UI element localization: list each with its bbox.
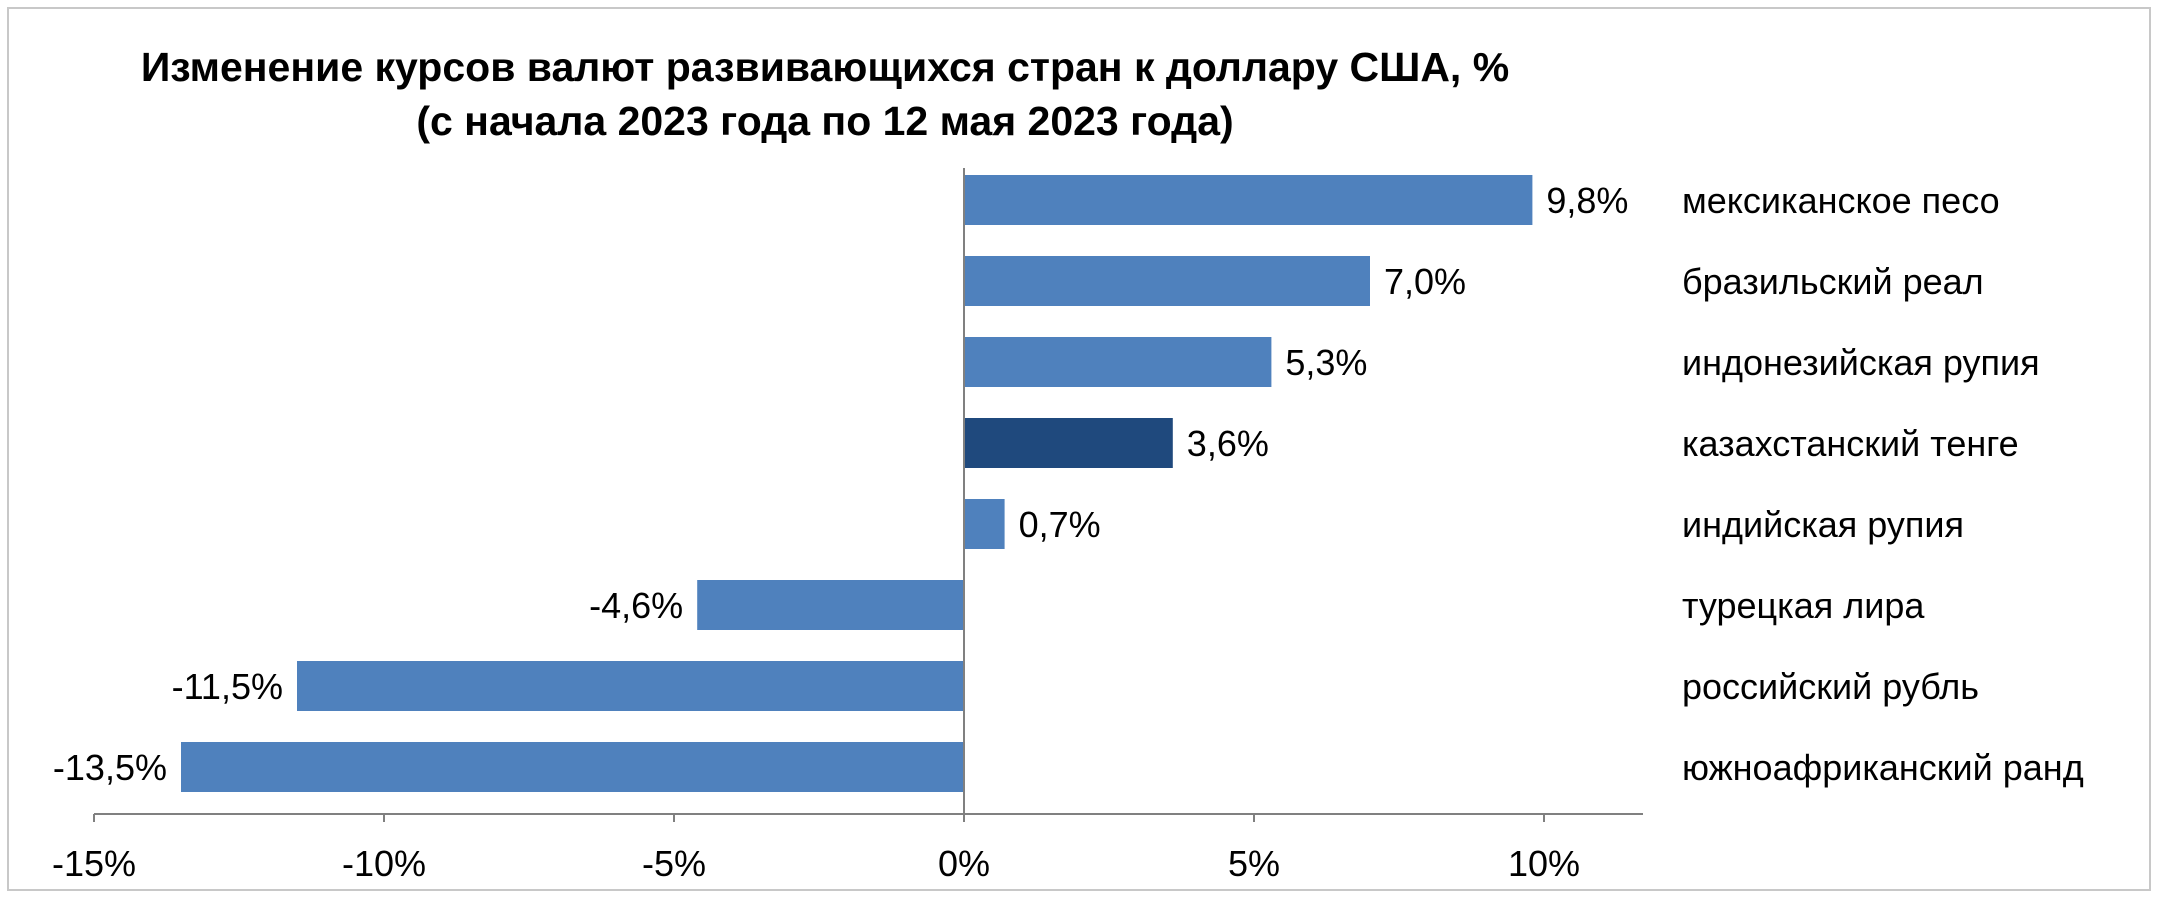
data-label-5: -4,6% [589,585,683,626]
category-label-5: турецкая лира [1682,585,1925,626]
data-label-3: 3,6% [1187,423,1269,464]
category-label-6: российский рубль [1682,666,1979,707]
data-label-6: -11,5% [172,666,283,707]
bar-2 [964,337,1272,387]
bar-3 [964,418,1173,468]
bar-6 [297,661,964,711]
data-label-0: 9,8% [1546,180,1628,221]
category-label-4: индийская рупия [1682,504,1964,545]
data-label-4: 0,7% [1019,504,1101,545]
data-label-2: 5,3% [1285,342,1367,383]
x-tick-label-3: 0% [938,843,990,884]
chart-title: Изменение курсов валют развивающихся стр… [140,44,1510,90]
x-tick-label-2: -5% [642,843,706,884]
bar-4 [964,499,1005,549]
category-label-2: индонезийская рупия [1682,342,2040,383]
x-tick-label-0: -15% [52,843,136,884]
bar-0 [964,175,1533,225]
category-label-1: бразильский реал [1682,261,1984,302]
bar-5 [697,580,964,630]
x-tick-label-5: 10% [1508,843,1580,884]
category-label-7: южноафриканский ранд [1682,747,2084,788]
bar-1 [964,256,1370,306]
category-label-3: казахстанский тенге [1682,423,2019,464]
chart-subtitle: (с начала 2023 года по 12 мая 2023 года) [416,98,1234,144]
chart-title-block: Изменение курсов валют развивающихся стр… [0,40,1650,148]
x-tick-label-1: -10% [342,843,426,884]
bar-7 [181,742,964,792]
data-label-7: -13,5% [53,747,167,788]
category-label-0: мексиканское песо [1682,180,2000,221]
x-tick-label-4: 5% [1228,843,1280,884]
data-label-1: 7,0% [1384,261,1466,302]
